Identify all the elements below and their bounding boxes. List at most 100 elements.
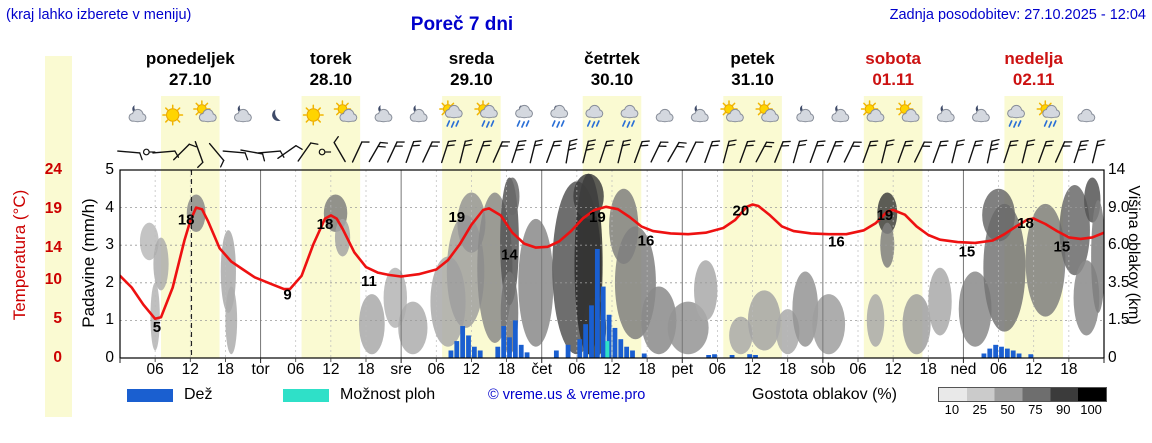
temperature-tick-24: 24 xyxy=(44,161,62,178)
moon-cloud-icon xyxy=(690,105,709,123)
x-tick-pet: pet xyxy=(671,361,694,378)
wind-barb xyxy=(333,135,346,163)
moon-cloud-icon xyxy=(831,105,850,123)
rain-sun-icon xyxy=(474,100,498,128)
wind-barbs-row xyxy=(117,135,1106,169)
shower-legend-label: Možnost ploh xyxy=(340,386,436,403)
wind-barb xyxy=(529,139,544,164)
day-date: 29.10 xyxy=(450,70,493,89)
credit-link[interactable]: © vreme.us & vreme.pro xyxy=(488,387,646,403)
wind-barb xyxy=(704,140,721,164)
x-tick-day2-12: 12 xyxy=(462,361,481,378)
day-header-6[interactable]: nedelja 02.11 xyxy=(964,48,1104,90)
rain-moon-icon xyxy=(550,104,569,128)
temperature-axis-label: Temperatura (°C) xyxy=(10,189,29,321)
gradient-tick-10: 10 xyxy=(944,402,960,417)
day-name: nedelja xyxy=(1004,49,1063,68)
moon-cloud-icon xyxy=(936,105,955,123)
day-date: 28.10 xyxy=(309,70,353,89)
wind-barb xyxy=(1091,139,1106,164)
wind-barb xyxy=(297,142,319,162)
wind-barb xyxy=(142,148,156,156)
temperature-tick-19: 19 xyxy=(44,200,62,218)
temperature-curve xyxy=(120,203,1104,321)
cloud-height-tick-3.5: 3.5 xyxy=(1108,273,1130,291)
wind-barb xyxy=(1021,139,1036,164)
rain-legend-swatch xyxy=(127,389,173,402)
gradient-tick-25: 25 xyxy=(972,402,987,417)
day-header-1[interactable]: torek 28.10 xyxy=(261,48,401,90)
svg-text:19: 19 xyxy=(877,207,894,224)
day-header-3[interactable]: četrtek 30.10 xyxy=(542,48,682,90)
wind-barb xyxy=(492,141,511,163)
left-accent-strip xyxy=(45,56,72,417)
precip-tick-0: 0 xyxy=(105,349,114,366)
weather-icons-row xyxy=(128,100,1096,128)
wind-barb xyxy=(1038,140,1055,164)
wind-barb xyxy=(440,140,457,164)
day-header-5[interactable]: sobota 01.11 xyxy=(823,48,963,90)
precip-tick-3: 3 xyxy=(105,236,114,254)
x-tick-sre: sre xyxy=(390,361,412,378)
temperature-labels: 5 18 9 18 11 19 14 19 16 20 16 19 15 18 15 xyxy=(153,202,1070,336)
rain-moon-icon xyxy=(515,104,533,128)
cloud-density-gradient xyxy=(938,387,1107,402)
precip-tick-4: 4 xyxy=(105,198,114,216)
day-header-0[interactable]: ponedeljek 27.10 xyxy=(120,48,260,90)
wind-barb xyxy=(1003,140,1019,164)
x-tick-day0-06: 06 xyxy=(146,361,164,378)
svg-text:16: 16 xyxy=(828,234,845,251)
wind-barb xyxy=(843,141,862,163)
wind-barb xyxy=(862,140,879,164)
temperature-tick-0: 0 xyxy=(53,349,62,366)
svg-text:16: 16 xyxy=(638,233,655,250)
sun-icon xyxy=(302,104,324,126)
wind-barb xyxy=(387,141,405,163)
x-tick-day0-12: 12 xyxy=(181,361,199,378)
svg-text:15: 15 xyxy=(1053,239,1070,256)
shower-legend-swatch xyxy=(283,389,329,402)
day-name: ponedeljek xyxy=(145,49,235,68)
wind-barb xyxy=(459,139,473,164)
wind-barb xyxy=(739,140,756,164)
wind-barb xyxy=(650,141,669,163)
wind-barb xyxy=(368,141,389,163)
wind-barb xyxy=(755,141,775,163)
temperature-tick-14: 14 xyxy=(44,239,62,257)
day-date: 27.10 xyxy=(169,70,212,89)
wind-barb xyxy=(897,140,914,164)
x-tick-day2-06: 06 xyxy=(427,361,445,378)
sun-icon xyxy=(162,104,184,126)
wind-barb xyxy=(633,140,650,164)
wind-barb xyxy=(194,140,204,169)
svg-text:18: 18 xyxy=(178,212,195,229)
wind-barb xyxy=(880,139,895,164)
wind-barb xyxy=(422,141,440,163)
last-update: Zadnja posodobitev: 27.10.2025 - 12:04 xyxy=(889,7,1146,23)
wind-barb xyxy=(722,139,737,164)
moon-cloud-icon xyxy=(409,105,428,123)
wind-barb xyxy=(951,139,965,164)
x-tick-day2-18: 18 xyxy=(497,361,516,378)
day-date: 30.10 xyxy=(590,70,634,89)
wind-barb xyxy=(546,140,563,164)
x-tick-day5-18: 18 xyxy=(919,361,937,378)
cloud-height-tick-0: 0 xyxy=(1108,349,1117,366)
svg-text:19: 19 xyxy=(448,209,465,226)
day-header-4[interactable]: petek 31.10 xyxy=(683,48,823,90)
svg-text:20: 20 xyxy=(733,202,750,219)
wind-barb xyxy=(986,139,1000,164)
page-title: Poreč 7 dni xyxy=(410,14,514,35)
x-tick-day1-12: 12 xyxy=(322,361,340,378)
rain-sun-icon xyxy=(439,100,463,128)
menu-note: (kraj lahko izberete v meniju) xyxy=(6,7,192,23)
x-tick-day6-18: 18 xyxy=(1060,361,1078,378)
rain-icon xyxy=(1007,104,1025,128)
axis-tick-marks xyxy=(119,358,1105,363)
svg-text:11: 11 xyxy=(361,273,377,290)
x-tick-day6-06: 06 xyxy=(989,361,1008,378)
day-header-2[interactable]: sreda 29.10 xyxy=(401,48,541,90)
day-date: 01.11 xyxy=(872,70,914,89)
rain-icon xyxy=(585,104,604,128)
